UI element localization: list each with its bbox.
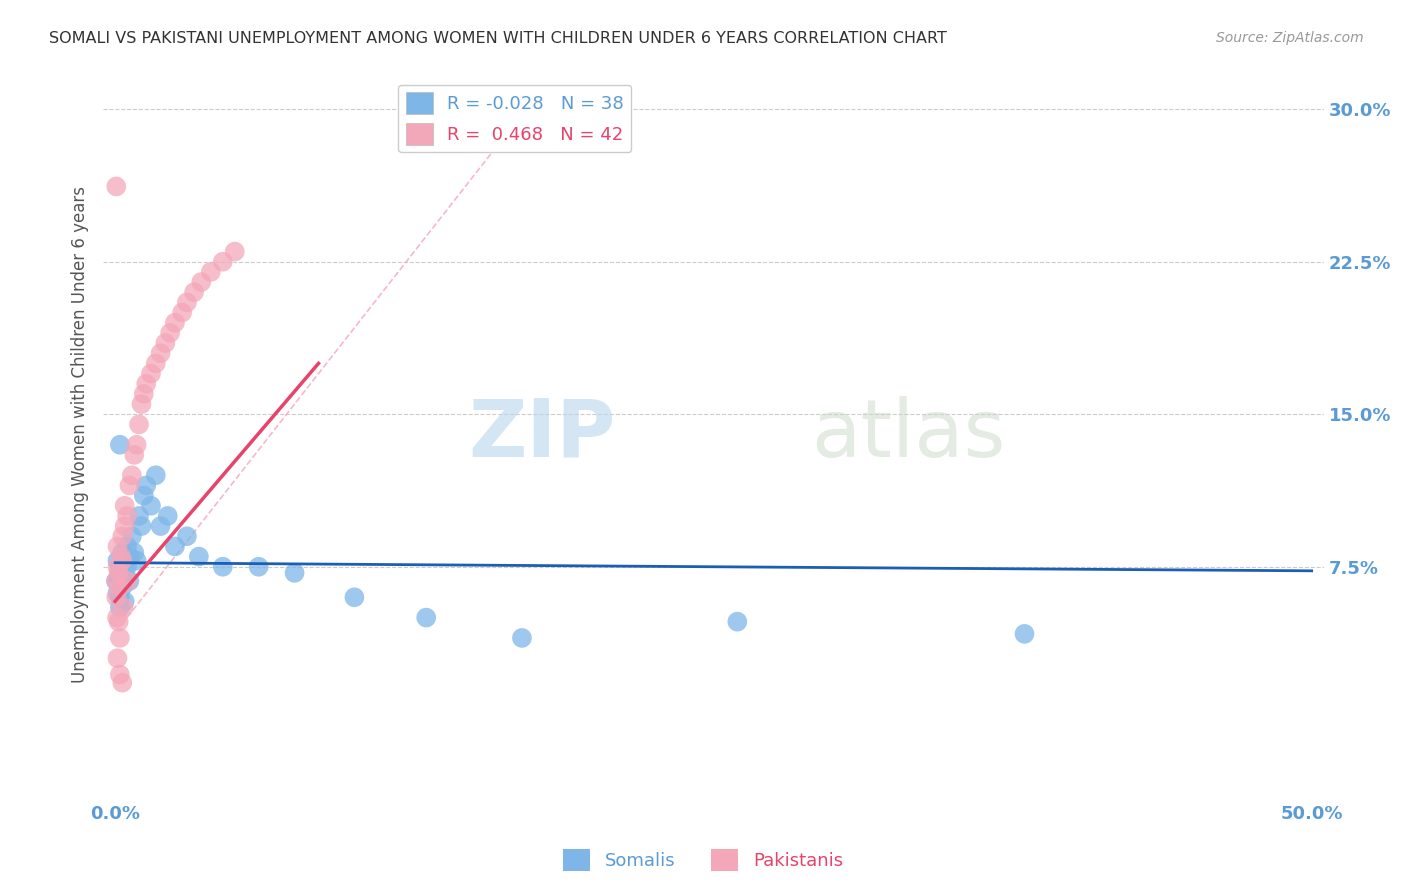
Point bbox=[110, 549, 132, 564]
Point bbox=[1014, 627, 1036, 641]
Text: ZIP: ZIP bbox=[468, 395, 616, 474]
Point bbox=[415, 610, 437, 624]
Point bbox=[107, 559, 129, 574]
Point bbox=[211, 559, 233, 574]
Point bbox=[183, 285, 205, 300]
Point bbox=[132, 489, 155, 503]
Point bbox=[211, 254, 233, 268]
Legend: R = -0.028   N = 38, R =  0.468   N = 42: R = -0.028 N = 38, R = 0.468 N = 42 bbox=[398, 85, 631, 153]
Point bbox=[108, 667, 131, 681]
Point bbox=[131, 519, 153, 533]
Point bbox=[108, 559, 131, 574]
Point bbox=[121, 468, 143, 483]
Point bbox=[149, 346, 172, 360]
Point bbox=[107, 651, 129, 665]
Point bbox=[111, 529, 134, 543]
Point bbox=[108, 438, 131, 452]
Point bbox=[115, 559, 138, 574]
Point bbox=[111, 580, 134, 594]
Point bbox=[112, 600, 135, 615]
Point bbox=[107, 554, 129, 568]
Point bbox=[107, 540, 129, 554]
Point bbox=[107, 615, 129, 629]
Point bbox=[145, 356, 167, 370]
Point bbox=[149, 519, 172, 533]
Point bbox=[115, 574, 138, 588]
Point bbox=[139, 499, 162, 513]
Point bbox=[122, 545, 145, 559]
Point bbox=[122, 448, 145, 462]
Point bbox=[135, 478, 157, 492]
Point bbox=[115, 508, 138, 523]
Point bbox=[510, 631, 533, 645]
Point bbox=[125, 554, 148, 568]
Text: SOMALI VS PAKISTANI UNEMPLOYMENT AMONG WOMEN WITH CHILDREN UNDER 6 YEARS CORRELA: SOMALI VS PAKISTANI UNEMPLOYMENT AMONG W… bbox=[49, 31, 948, 46]
Point bbox=[108, 591, 131, 605]
Point bbox=[139, 367, 162, 381]
Point bbox=[187, 549, 209, 564]
Point bbox=[128, 508, 150, 523]
Point bbox=[128, 417, 150, 432]
Point bbox=[125, 438, 148, 452]
Point bbox=[163, 540, 186, 554]
Point bbox=[224, 244, 246, 259]
Point bbox=[176, 529, 198, 543]
Point bbox=[111, 545, 134, 559]
Point bbox=[247, 559, 270, 574]
Point bbox=[105, 574, 128, 588]
Point bbox=[118, 549, 141, 564]
Point bbox=[114, 519, 136, 533]
Point bbox=[343, 591, 366, 605]
Point bbox=[145, 468, 167, 483]
Point bbox=[190, 275, 212, 289]
Point bbox=[108, 600, 131, 615]
Point bbox=[131, 397, 153, 411]
Point bbox=[114, 594, 136, 608]
Point bbox=[135, 376, 157, 391]
Point bbox=[107, 570, 129, 584]
Point bbox=[159, 326, 181, 340]
Point bbox=[118, 574, 141, 588]
Point bbox=[114, 499, 136, 513]
Y-axis label: Unemployment Among Women with Children Under 6 years: Unemployment Among Women with Children U… bbox=[72, 186, 89, 683]
Text: Source: ZipAtlas.com: Source: ZipAtlas.com bbox=[1216, 31, 1364, 45]
Text: atlas: atlas bbox=[811, 395, 1005, 474]
Point bbox=[200, 265, 222, 279]
Point bbox=[114, 566, 136, 580]
Point bbox=[105, 179, 128, 194]
Point bbox=[111, 675, 134, 690]
Legend: Somalis, Pakistanis: Somalis, Pakistanis bbox=[555, 842, 851, 879]
Point bbox=[725, 615, 748, 629]
Point bbox=[104, 574, 127, 588]
Point bbox=[105, 591, 128, 605]
Point bbox=[163, 316, 186, 330]
Point bbox=[284, 566, 307, 580]
Point bbox=[132, 387, 155, 401]
Point bbox=[155, 336, 177, 351]
Point bbox=[108, 580, 131, 594]
Point bbox=[172, 305, 194, 319]
Point bbox=[107, 586, 129, 600]
Point bbox=[176, 295, 198, 310]
Point bbox=[107, 566, 129, 580]
Point bbox=[121, 529, 143, 543]
Point bbox=[105, 610, 128, 624]
Point bbox=[108, 631, 131, 645]
Point bbox=[111, 554, 134, 568]
Point bbox=[156, 508, 179, 523]
Point bbox=[118, 478, 141, 492]
Point bbox=[115, 540, 138, 554]
